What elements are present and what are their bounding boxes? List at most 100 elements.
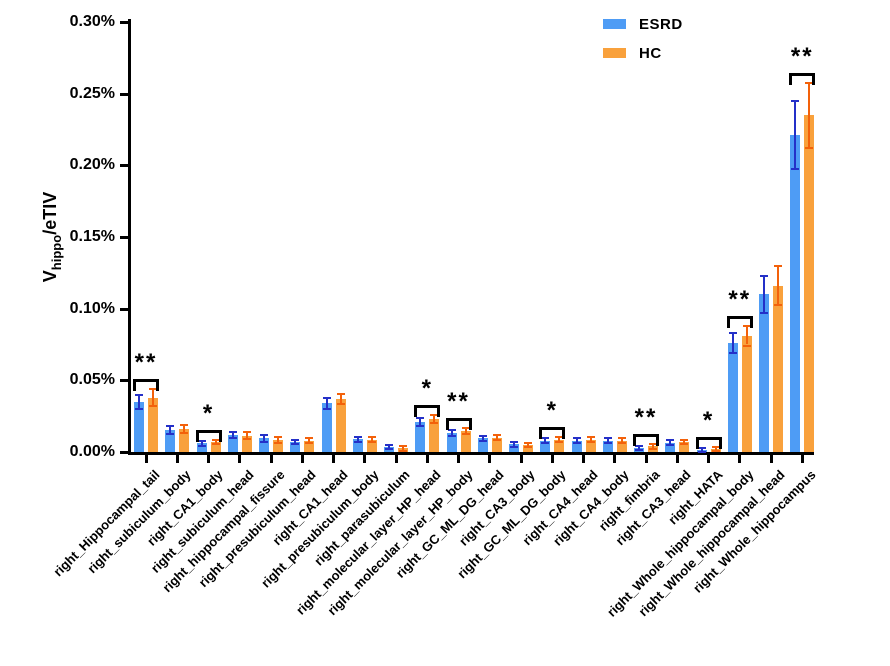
error-bar-cap: [742, 325, 751, 328]
error-bar-stem: [669, 441, 672, 445]
error-bar-cap: [461, 427, 470, 430]
y-tick: [120, 307, 128, 311]
bar-esrd: [165, 429, 176, 452]
legend-item-hc: HC: [603, 43, 683, 63]
significance-asterisks: *: [546, 397, 558, 425]
significance-asterisks: *: [421, 375, 433, 403]
y-tick-label: 0.20%: [69, 156, 115, 174]
error-bar-cap: [791, 100, 800, 103]
error-bar-stem: [513, 442, 515, 446]
bar-esrd: [227, 434, 238, 452]
error-bar-stem: [231, 432, 234, 437]
y-tick-label: 0.00%: [69, 443, 115, 460]
bar-esrd: [727, 343, 738, 452]
error-bar-cap: [166, 424, 175, 427]
significance-bracket: [633, 433, 659, 446]
significance-bracket: [695, 436, 722, 449]
bar-esrd: [321, 403, 332, 452]
y-tick: [120, 236, 128, 239]
error-bar-stem: [245, 433, 248, 438]
error-bar-cap: [760, 311, 768, 314]
x-tick: [707, 455, 710, 463]
y-tick: [120, 21, 128, 24]
error-bar-cap: [447, 428, 456, 431]
error-bar-cap: [492, 434, 501, 437]
error-bar-stem: [745, 327, 748, 345]
error-bar-cap: [774, 304, 782, 307]
bar-esrd: [196, 443, 207, 452]
error-bar-cap: [149, 388, 157, 391]
x-tick: [300, 455, 304, 463]
x-tick: [363, 455, 367, 463]
error-bar-cap: [711, 450, 720, 453]
bar-hc: [554, 439, 565, 452]
error-bar-stem: [481, 436, 484, 440]
bar-hc: [460, 431, 471, 452]
significance-bracket: [539, 427, 566, 440]
error-bar-stem: [731, 334, 734, 352]
error-bar-cap: [635, 448, 643, 451]
error-bar-cap: [322, 396, 331, 399]
error-bar-cap: [635, 444, 643, 447]
error-bar-cap: [711, 445, 720, 448]
error-bar-stem: [794, 102, 797, 169]
bar-hc: [679, 441, 690, 452]
error-bar-cap: [791, 168, 800, 171]
bar-esrd: [134, 401, 144, 452]
error-bar-cap: [305, 441, 314, 444]
significance-bracket: [726, 316, 753, 329]
bar-hc: [804, 115, 815, 452]
error-bar-cap: [680, 438, 689, 441]
significance-bracket: [414, 405, 441, 418]
error-bar-stem: [402, 447, 404, 450]
error-bar-cap: [586, 436, 595, 439]
x-tick: [269, 455, 273, 463]
error-bar-cap: [586, 441, 595, 444]
error-bar-cap: [617, 437, 626, 440]
bar-hc: [523, 444, 533, 452]
error-bar-cap: [180, 431, 189, 434]
x-tick: [238, 455, 242, 463]
bar-hc: [304, 440, 315, 452]
error-bar-cap: [242, 437, 251, 440]
error-bar-stem: [370, 438, 373, 442]
significance-asterisks: *: [202, 399, 215, 427]
significance-asterisks: **: [728, 286, 752, 314]
error-bar-cap: [555, 441, 564, 444]
bar-hc: [741, 335, 752, 452]
bar-hc: [273, 439, 283, 452]
hc-color-swatch: [603, 48, 626, 58]
error-bar-stem: [808, 83, 811, 147]
bar-esrd: [602, 440, 613, 452]
error-bar-stem: [138, 396, 140, 408]
bar-hc: [616, 440, 627, 452]
error-bar-cap: [478, 439, 487, 442]
bar-esrd: [352, 439, 363, 452]
error-bar-cap: [197, 439, 206, 442]
error-bar-cap: [430, 414, 439, 417]
error-bar-cap: [572, 437, 581, 440]
bar-esrd: [446, 432, 457, 452]
error-bar-cap: [260, 440, 268, 443]
y-tick-label: 0.15%: [69, 228, 115, 245]
error-bar-stem: [464, 429, 467, 434]
bar-esrd: [540, 440, 551, 452]
error-bar-cap: [274, 441, 282, 444]
error-bar-stem: [620, 439, 623, 442]
y-tick: [120, 451, 128, 454]
error-bar-cap: [555, 436, 564, 439]
error-bar-stem: [356, 437, 359, 441]
y-tick-label: 0.30%: [69, 13, 115, 30]
error-bar-cap: [228, 430, 237, 433]
error-bar-cap: [367, 441, 376, 444]
error-bar-cap: [291, 443, 300, 446]
error-bar-cap: [478, 434, 487, 437]
error-bar-cap: [447, 434, 456, 437]
error-bar-stem: [763, 277, 765, 312]
bar-esrd: [290, 441, 301, 452]
x-tick: [457, 455, 460, 463]
y-tick-label: 0.05%: [69, 371, 115, 389]
error-bar-cap: [242, 431, 251, 434]
error-bar-cap: [524, 441, 532, 444]
error-bar-cap: [680, 443, 689, 446]
